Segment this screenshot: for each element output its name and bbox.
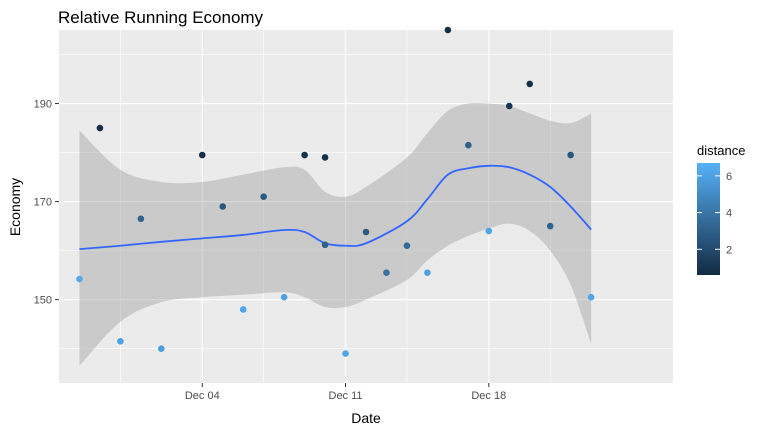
x-tick-label: Dec 11 — [329, 390, 363, 402]
smooth-line-layer — [79, 164, 592, 251]
data-point — [403, 242, 411, 250]
data-point — [219, 203, 227, 210]
smooth-line — [79, 164, 592, 251]
legend-tick-label: 2 — [726, 244, 732, 256]
x-tick-label: Dec 04 — [185, 390, 220, 402]
data-point — [567, 151, 574, 159]
data-point — [260, 193, 267, 200]
data-point — [587, 293, 595, 301]
y-tick-label: 170 — [34, 197, 52, 209]
data-point — [280, 293, 288, 301]
data-point — [198, 151, 206, 159]
legend-tick-label: 4 — [726, 208, 732, 220]
data-point — [321, 154, 329, 161]
chart-title: Relative Running Economy — [58, 8, 264, 27]
points-layer — [76, 26, 595, 357]
grid-major — [59, 30, 673, 383]
y-axis-title: Economy — [7, 178, 23, 236]
data-point — [465, 141, 472, 149]
y-tick-label: 190 — [34, 99, 52, 111]
data-point — [424, 269, 431, 276]
data-point — [444, 26, 452, 34]
data-point — [505, 102, 513, 110]
data-point — [526, 80, 534, 88]
x-axis-title: Date — [351, 410, 381, 426]
data-point — [362, 228, 370, 236]
data-point — [239, 306, 247, 313]
legend-title: distance — [697, 143, 745, 158]
data-point — [158, 345, 165, 352]
legend-ticks: 2 4 6 — [697, 171, 732, 256]
data-point — [383, 269, 390, 276]
y-tick-label: 150 — [34, 295, 52, 307]
legend-colorbar — [697, 163, 720, 275]
x-axis-ticks: Dec 04 Dec 11 Dec 18 — [185, 383, 506, 402]
legend-tick-label: 6 — [726, 171, 732, 183]
data-point — [485, 227, 493, 235]
data-point — [321, 241, 329, 249]
legend: distance 2 4 6 — [697, 143, 745, 275]
data-point — [76, 275, 83, 283]
data-point — [117, 338, 124, 345]
x-tick-label: Dec 18 — [471, 390, 506, 402]
data-point — [546, 222, 554, 230]
data-point — [301, 151, 308, 159]
data-point — [96, 124, 104, 132]
y-axis-ticks: 150 170 190 — [34, 99, 59, 307]
data-point — [137, 215, 145, 223]
data-point — [342, 350, 349, 357]
